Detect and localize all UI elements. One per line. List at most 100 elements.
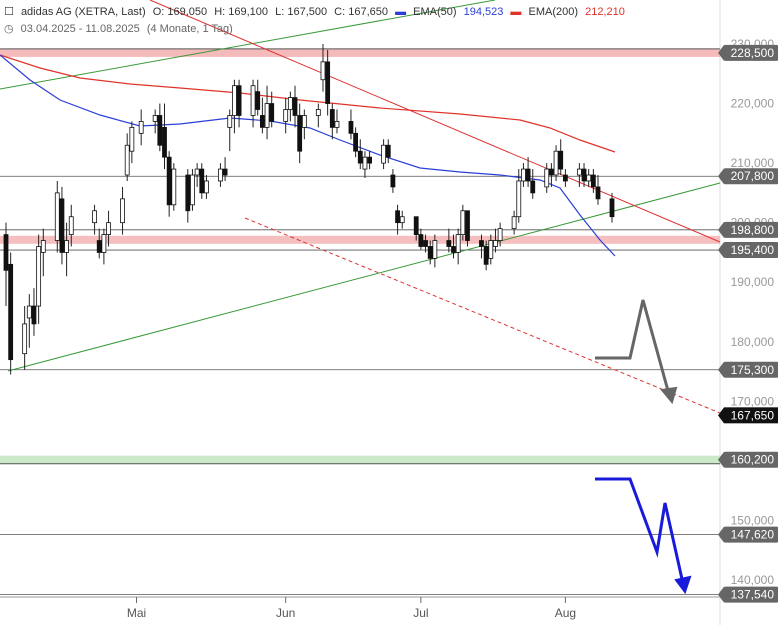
candle-body bbox=[287, 97, 293, 110]
low-value: L: 167,500 bbox=[275, 6, 328, 18]
candle-body bbox=[488, 240, 494, 259]
candle-body bbox=[26, 305, 32, 319]
candle-body bbox=[320, 61, 326, 81]
candle-body bbox=[530, 180, 536, 194]
candle-body bbox=[418, 234, 424, 247]
trendline-lower-green bbox=[7, 182, 721, 372]
candle-body bbox=[334, 121, 340, 128]
y-tick-label: 220,000 bbox=[731, 97, 775, 111]
candle-body bbox=[292, 97, 298, 116]
candle-body bbox=[185, 174, 191, 212]
trendline-red-dashed bbox=[244, 217, 721, 414]
candle-body bbox=[549, 168, 554, 176]
level-tag-label: 228,500 bbox=[731, 46, 775, 60]
candle-body bbox=[54, 192, 60, 241]
candle-body bbox=[31, 305, 37, 325]
candle-body bbox=[586, 174, 592, 182]
candle-body bbox=[36, 246, 42, 307]
level-tag bbox=[724, 526, 778, 543]
level-band bbox=[0, 48, 720, 57]
level-tag-arrow bbox=[718, 221, 724, 238]
level-tag-arrow bbox=[718, 586, 724, 603]
candle-body bbox=[451, 246, 456, 253]
candle-body bbox=[385, 144, 391, 158]
ema50-swatch: ▬ bbox=[395, 6, 407, 18]
candle-body bbox=[483, 246, 489, 265]
candle-body bbox=[129, 126, 135, 152]
candle-body bbox=[413, 216, 419, 235]
candle-body bbox=[465, 210, 470, 241]
candle-body bbox=[609, 198, 615, 218]
candle-body bbox=[460, 210, 466, 235]
candle-body bbox=[259, 115, 265, 128]
level-tag-arrow bbox=[718, 361, 724, 378]
chart-header-line2: ◷ 03.04.2025 - 11.08.2025 (4 Monate, 1 T… bbox=[4, 22, 237, 35]
candle-body bbox=[106, 222, 111, 235]
candle-body bbox=[236, 85, 242, 116]
candle-body bbox=[525, 168, 531, 182]
candle-body bbox=[283, 109, 289, 122]
x-tick-label: Mai bbox=[127, 606, 146, 620]
candle-body bbox=[227, 115, 233, 128]
level-tag bbox=[724, 242, 778, 259]
last-price-arrow bbox=[718, 407, 724, 424]
candle-body bbox=[329, 109, 335, 128]
candle-body bbox=[381, 144, 386, 164]
candle-body bbox=[544, 168, 550, 188]
y-tick-label: 170,000 bbox=[731, 394, 775, 408]
candle-body bbox=[353, 132, 359, 152]
forecast-blue-arrowhead bbox=[674, 575, 692, 595]
candle-body bbox=[3, 234, 9, 271]
level-tag-label: 198,800 bbox=[731, 223, 775, 237]
candle-body bbox=[124, 144, 130, 176]
candle-body bbox=[166, 156, 172, 206]
date-range: 03.04.2025 - 11.08.2025 bbox=[20, 23, 140, 35]
candle-body bbox=[357, 150, 363, 164]
ema200-label: EMA(200) bbox=[528, 6, 579, 18]
level-tag bbox=[724, 361, 778, 378]
candle-body bbox=[194, 168, 200, 176]
candle-body bbox=[120, 198, 125, 224]
ema200-swatch: ▬ bbox=[510, 6, 522, 18]
candle-body bbox=[297, 115, 303, 152]
high-value: H: 169,100 bbox=[214, 6, 269, 18]
level-tag-arrow bbox=[718, 44, 724, 61]
candle-body bbox=[558, 150, 564, 170]
close-value: C: 167,650 bbox=[334, 6, 388, 18]
candle-body bbox=[171, 168, 177, 206]
candle-body bbox=[218, 168, 223, 182]
candle-body bbox=[96, 240, 102, 253]
open-value: O: 169,050 bbox=[152, 6, 208, 18]
forecast-grey-path bbox=[595, 299, 672, 399]
candle-body bbox=[367, 156, 373, 164]
ema50-line bbox=[0, 54, 616, 257]
candle-body bbox=[348, 121, 354, 134]
level-tag bbox=[724, 44, 778, 61]
candle-body bbox=[255, 91, 261, 110]
level-tag-label: 195,400 bbox=[731, 243, 775, 257]
candle-body bbox=[222, 168, 228, 176]
level-tag-arrow bbox=[718, 168, 724, 185]
forecast-blue-path bbox=[595, 477, 686, 589]
level-tag-label: 175,300 bbox=[731, 363, 775, 377]
level-tag-label: 160,200 bbox=[731, 453, 775, 467]
checkbox-icon[interactable]: ☐ bbox=[4, 6, 14, 18]
candle-body bbox=[493, 240, 498, 247]
ema50-label: EMA(50) bbox=[413, 6, 457, 18]
level-tag-label: 207,800 bbox=[731, 169, 775, 183]
candle-body bbox=[427, 246, 433, 259]
candle-body bbox=[152, 115, 158, 122]
candle-body bbox=[390, 174, 396, 188]
last-price-tag bbox=[724, 407, 778, 424]
candle-body bbox=[432, 240, 438, 259]
x-tick-label: Jun bbox=[276, 606, 295, 620]
candle-body bbox=[68, 216, 74, 235]
candle-body bbox=[455, 234, 461, 253]
candle-body bbox=[8, 263, 14, 361]
candle-body bbox=[516, 180, 522, 218]
level-tag-label: 147,620 bbox=[731, 528, 775, 542]
y-tick-label: 190,000 bbox=[731, 275, 775, 289]
candle-body bbox=[250, 85, 256, 116]
candle-body bbox=[204, 180, 209, 194]
